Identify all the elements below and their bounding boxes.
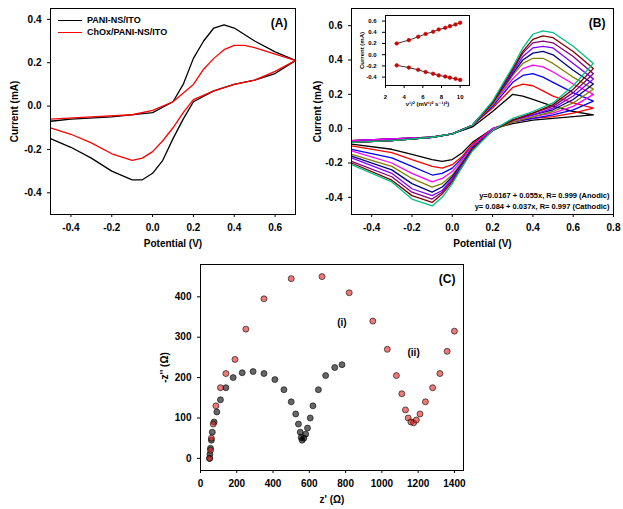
svg-text:0.8: 0.8 — [607, 222, 621, 233]
svg-text:(ii): (ii) — [408, 347, 420, 358]
svg-text:Potential (V): Potential (V) — [453, 238, 511, 249]
svg-text:Current (mA): Current (mA) — [312, 81, 323, 143]
svg-text:-0.2: -0.2 — [24, 144, 42, 155]
svg-text:0.6: 0.6 — [566, 222, 580, 233]
svg-text:-0.2: -0.2 — [366, 63, 377, 69]
svg-text:0.0: 0.0 — [368, 52, 377, 58]
svg-text:0.0: 0.0 — [445, 222, 459, 233]
svg-text:10: 10 — [457, 94, 464, 100]
svg-text:(B): (B) — [589, 16, 606, 30]
svg-text:300: 300 — [175, 331, 192, 342]
svg-text:y=0.0167 + 0.055x, R= 0.999 (A: y=0.0167 + 0.055x, R= 0.999 (Anodic) — [479, 191, 610, 200]
svg-text:0: 0 — [198, 478, 204, 489]
svg-text:z' (Ω): z' (Ω) — [320, 494, 345, 505]
svg-text:0.0: 0.0 — [329, 123, 343, 134]
svg-text:0.0: 0.0 — [146, 222, 160, 233]
svg-text:Current (mA): Current (mA) — [359, 32, 365, 69]
svg-text:0.2: 0.2 — [486, 222, 500, 233]
svg-text:(C): (C) — [439, 272, 456, 286]
svg-text:0.6: 0.6 — [268, 222, 282, 233]
svg-text:0: 0 — [186, 453, 192, 464]
html-text:PANI-NS/ITO: PANI-NS/ITO — [87, 15, 141, 25]
svg-text:0.2: 0.2 — [329, 89, 343, 100]
svg-text:0.4: 0.4 — [28, 14, 42, 25]
svg-text:1200: 1200 — [407, 478, 430, 489]
svg-text:100: 100 — [175, 412, 192, 423]
svg-text:1000: 1000 — [371, 478, 394, 489]
svg-text:0.0: 0.0 — [28, 100, 42, 111]
svg-text:400: 400 — [175, 291, 192, 302]
svg-text:0.4: 0.4 — [368, 29, 377, 35]
svg-text:y= 0.084 + 0.037x, R= 0.997 (C: y= 0.084 + 0.037x, R= 0.997 (Cathodic) — [475, 202, 610, 211]
svg-text:0.2: 0.2 — [186, 222, 200, 233]
html-text:ChOx/PANI-NS/ITO: ChOx/PANI-NS/ITO — [87, 27, 168, 37]
svg-text:2: 2 — [384, 94, 388, 100]
svg-text:-0.2: -0.2 — [325, 157, 343, 168]
svg-text:-0.4: -0.4 — [363, 222, 381, 233]
svg-text:400: 400 — [265, 478, 282, 489]
svg-text:Potential (V): Potential (V) — [144, 238, 202, 249]
svg-text:-z'' (Ω): -z'' (Ω) — [159, 352, 170, 383]
svg-text:6: 6 — [421, 94, 425, 100]
svg-text:-0.4: -0.4 — [366, 74, 377, 80]
svg-text:0.4: 0.4 — [526, 222, 540, 233]
svg-text:0.2: 0.2 — [368, 40, 377, 46]
svg-text:0.6: 0.6 — [368, 18, 377, 24]
svg-text:8: 8 — [440, 94, 444, 100]
svg-text:800: 800 — [337, 478, 354, 489]
svg-text:-0.4: -0.4 — [62, 222, 80, 233]
svg-text:-0.4: -0.4 — [24, 187, 42, 198]
svg-text:(A): (A) — [271, 16, 288, 30]
svg-text:4: 4 — [402, 94, 406, 100]
svg-text:200: 200 — [228, 478, 245, 489]
svg-text:600: 600 — [301, 478, 318, 489]
svg-text:-0.2: -0.2 — [103, 222, 121, 233]
svg-text:0.4: 0.4 — [329, 54, 343, 65]
svg-text:ν¹/² (mV¹/² s⁻¹/²): ν¹/² (mV¹/² s⁻¹/²) — [406, 101, 450, 107]
svg-text:0.6: 0.6 — [329, 20, 343, 31]
svg-text:0.4: 0.4 — [227, 222, 241, 233]
svg-text:1400: 1400 — [443, 478, 466, 489]
svg-text:-0.4: -0.4 — [325, 192, 343, 203]
svg-text:-0.2: -0.2 — [403, 222, 421, 233]
svg-text:0.2: 0.2 — [28, 57, 42, 68]
svg-text:Current (mA): Current (mA) — [9, 81, 20, 143]
svg-text:200: 200 — [175, 372, 192, 383]
svg-text:(i): (i) — [337, 317, 346, 328]
